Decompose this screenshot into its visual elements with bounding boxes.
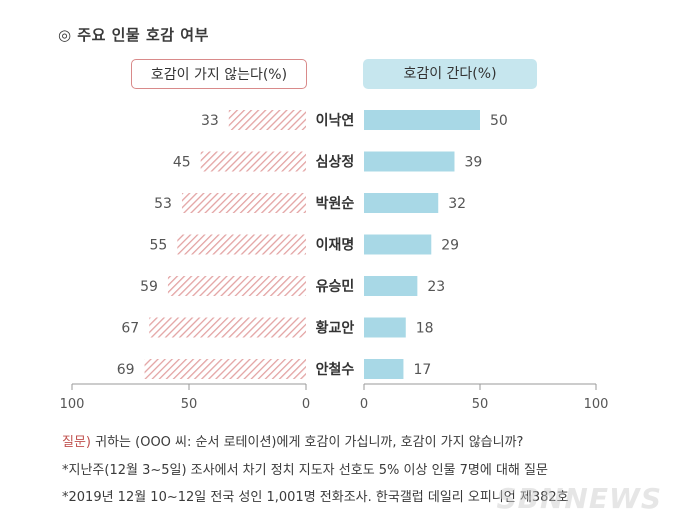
legend-favorable: 호감이 간다(%) xyxy=(363,59,537,89)
note-survey-scope: *지난주(12월 3~5일) 조사에서 차기 정치 지도자 선호도 5% 이상 … xyxy=(62,463,548,478)
watermark-logo: SBNNEWS xyxy=(496,482,662,515)
category-label: 유승민 xyxy=(316,278,355,295)
category-label: 이낙연 xyxy=(316,112,355,129)
value-label-unfavorable: 67 xyxy=(121,321,139,337)
bar-favorable xyxy=(364,359,404,379)
bar-unfavorable xyxy=(200,151,306,172)
right-axis-tick-label: 0 xyxy=(360,397,368,412)
legend-unfavorable: 호감이 가지 않는다(%) xyxy=(131,59,307,89)
value-label-favorable: 18 xyxy=(416,321,434,337)
value-label-favorable: 17 xyxy=(413,362,431,378)
value-label-unfavorable: 69 xyxy=(117,362,135,378)
bar-favorable xyxy=(364,317,406,338)
value-label-favorable: 39 xyxy=(464,155,482,171)
value-label-unfavorable: 53 xyxy=(154,196,172,212)
bar-favorable xyxy=(364,110,480,130)
left-axis-tick-label: 50 xyxy=(181,397,198,412)
value-label-unfavorable: 45 xyxy=(173,155,191,171)
bar-unfavorable xyxy=(181,193,306,213)
right-axis-tick-label: 100 xyxy=(584,397,609,412)
value-label-favorable: 23 xyxy=(427,279,445,295)
bar-favorable xyxy=(364,276,418,296)
bar-favorable xyxy=(364,234,432,255)
right-axis-tick-label: 50 xyxy=(472,397,489,412)
note-question: 질문) 귀하는 (OOO 씨: 순서 로테이션)에게 호감이 가십니까, 호감이… xyxy=(62,431,523,450)
bar-unfavorable xyxy=(228,110,306,130)
value-label-unfavorable: 59 xyxy=(140,279,158,295)
bar-favorable xyxy=(364,193,439,213)
question-label: 질문) xyxy=(62,435,91,450)
left-axis-tick-label: 100 xyxy=(60,397,85,412)
category-label: 황교안 xyxy=(316,320,355,337)
bar-unfavorable xyxy=(149,317,306,338)
value-label-favorable: 29 xyxy=(441,238,459,254)
category-label: 박원순 xyxy=(316,195,355,212)
question-text: 귀하는 (OOO 씨: 순서 로테이션)에게 호감이 가십니까, 호감이 가지 … xyxy=(91,435,524,450)
category-label: 안철수 xyxy=(316,361,355,378)
category-label: 심상정 xyxy=(316,154,355,171)
chart-title: ◎ 주요 인물 호감 여부 xyxy=(58,26,209,44)
left-axis-tick-label: 0 xyxy=(302,397,310,412)
category-label: 이재명 xyxy=(316,237,355,254)
value-label-unfavorable: 55 xyxy=(149,238,167,254)
bar-unfavorable xyxy=(177,234,306,255)
value-label-unfavorable: 33 xyxy=(201,113,219,129)
note-survey-source: *2019년 12월 10~12일 전국 성인 1,001명 전화조사. 한국갤… xyxy=(62,490,569,505)
bar-unfavorable xyxy=(144,359,306,379)
bar-unfavorable xyxy=(167,276,306,296)
bar-favorable xyxy=(364,151,455,172)
value-label-favorable: 32 xyxy=(448,196,466,212)
value-label-favorable: 50 xyxy=(490,113,508,129)
